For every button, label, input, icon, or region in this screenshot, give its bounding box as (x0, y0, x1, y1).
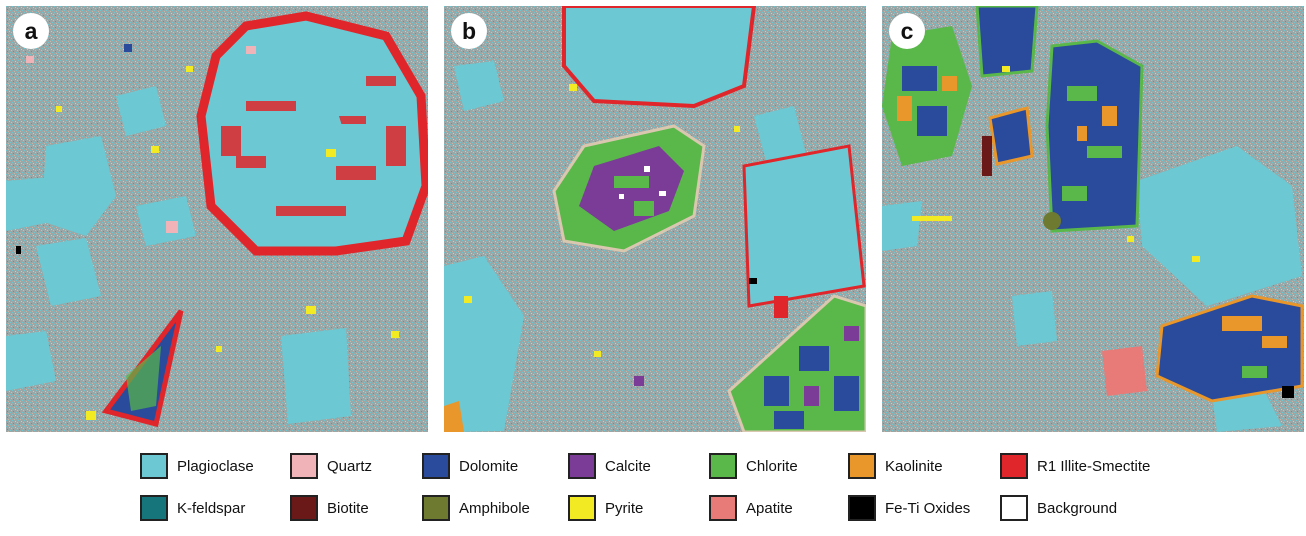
legend-swatch (1000, 495, 1028, 521)
legend-item-illite-smectite: R1 Illite-Smectite (1000, 453, 1150, 479)
legend-label: K-feldspar (177, 499, 246, 517)
legend-swatch (1000, 453, 1028, 479)
legend-item-apatite: Apatite (709, 495, 793, 521)
legend-swatch (422, 453, 450, 479)
legend-item-background: Background (1000, 495, 1117, 521)
legend-label: Apatite (746, 499, 793, 517)
legend-item-calcite: Calcite (568, 453, 651, 479)
legend-swatch (709, 453, 737, 479)
legend-label: Fe-Ti Oxides (885, 499, 971, 517)
mineral-map-a (6, 6, 428, 432)
legend-item-amphibole: Amphibole (422, 495, 530, 521)
mineral-map-c (882, 6, 1304, 432)
legend-swatch (848, 453, 876, 479)
legend-swatch (422, 495, 450, 521)
legend-swatch (709, 495, 737, 521)
panel-c: c (882, 6, 1304, 432)
legend-label: Plagioclase (177, 457, 254, 475)
legend-label: Pyrite (605, 499, 644, 517)
panel-b: b (444, 6, 866, 432)
legend-label: Chlorite (746, 457, 798, 475)
legend-label: Biotite (327, 499, 369, 517)
legend-swatch (568, 453, 596, 479)
panel-label-b: b (451, 13, 487, 49)
legend-label: Kaolinite (885, 457, 943, 475)
legend-item-dolomite: Dolomite (422, 453, 518, 479)
legend-item-kaolinite: Kaolinite (848, 453, 943, 479)
legend-item-fe-ti-oxides: Fe-Ti Oxides (848, 495, 970, 521)
panel-a: a (6, 6, 428, 432)
legend-swatch (140, 453, 168, 479)
legend-swatch (290, 453, 318, 479)
legend-label: Amphibole (459, 499, 530, 517)
legend-label: R1 Illite-Smectite (1037, 457, 1151, 475)
legend-label: Quartz (327, 457, 373, 475)
mineral-map-b (444, 6, 866, 432)
legend-item-chlorite: Chlorite (709, 453, 798, 479)
panel-label-c: c (889, 13, 925, 49)
legend-label: Dolomite (459, 457, 519, 475)
legend-item-k-feldspar: K-feldspar (140, 495, 245, 521)
legend-label: Background (1037, 499, 1118, 517)
legend-item-biotite: Biotite (290, 495, 369, 521)
legend-swatch (290, 495, 318, 521)
panel-label-a: a (13, 13, 49, 49)
legend-item-pyrite: Pyrite (568, 495, 643, 521)
legend-swatch (568, 495, 596, 521)
legend-label: Calcite (605, 457, 651, 475)
legend-item-quartz: Quartz (290, 453, 372, 479)
legend-item-plagioclase: Plagioclase (140, 453, 254, 479)
legend-swatch (140, 495, 168, 521)
legend-swatch (848, 495, 876, 521)
